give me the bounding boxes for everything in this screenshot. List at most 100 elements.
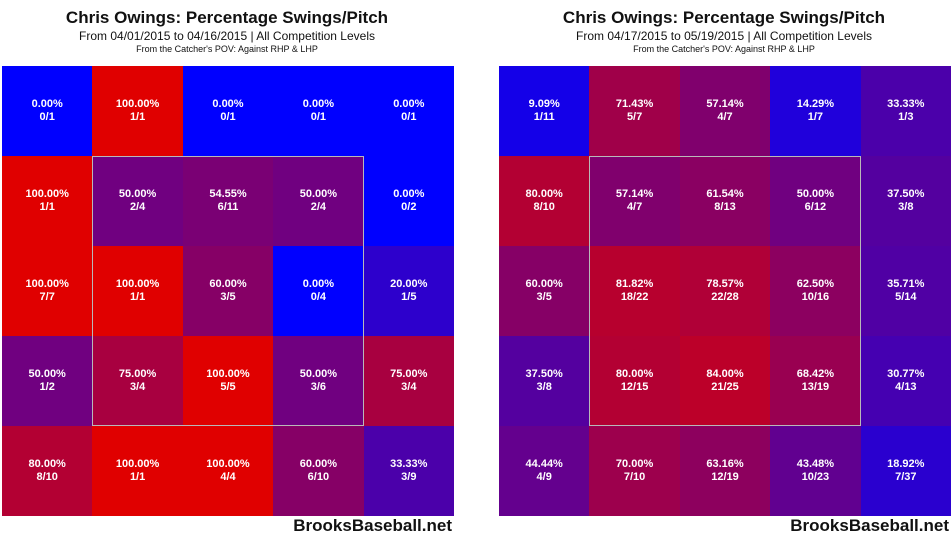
cell-count: 5/7 [626,111,643,123]
cell-count: 0/4 [310,291,327,303]
heatmap-cell: 63.16% 12/19 [679,426,771,516]
heatmap-cell: 50.00% 2/4 [273,156,364,246]
heatmap-cell: 0.00% 0/1 [2,66,93,156]
cell-percentage: 33.33% [887,98,925,110]
heatmap-cell: 0.00% 0/1 [182,66,274,156]
cell-count: 6/12 [804,201,827,213]
heatmap-cell: 44.44% 4/9 [499,426,590,516]
cell-percentage: 100.00% [115,98,160,110]
heatmap-cell: 71.43% 5/7 [589,66,680,156]
cell-percentage: 50.00% [118,188,157,200]
heatmap-cell: 80.00% 12/15 [589,336,680,426]
heatmap-cell: 62.50% 10/16 [770,246,861,336]
cell-count: 18/22 [620,291,649,303]
cell-percentage: 100.00% [206,368,250,380]
cell-percentage: 100.00% [25,188,69,200]
heatmap-cell: 80.00% 8/10 [499,156,590,246]
cell-percentage: 33.33% [390,458,428,470]
cell-percentage: 50.00% [28,368,66,380]
cell-percentage: 81.82% [615,278,654,290]
cell-percentage: 50.00% [299,368,338,380]
cell-count: 22/28 [711,291,739,303]
heatmap-cell: 100.00% 5/5 [182,336,274,426]
heatmap-cell: 50.00% 6/12 [770,156,861,246]
heatmap-cell: 54.55% 6/11 [182,156,274,246]
cell-count: 2/4 [129,201,146,213]
cell-percentage: 37.50% [887,188,925,200]
heatmap-cell: 100.00% 1/1 [92,426,183,516]
heatmap-cell: 75.00% 3/4 [363,336,454,426]
heatmap-plot: 9.09% 1/11 71.43% 5/7 57.14% 4/7 14.29% 1/7 33.3… [499,66,951,516]
heatmap-cell: 50.00% 3/6 [273,336,364,426]
cell-count: 1/11 [533,111,555,123]
cell-percentage: 14.29% [796,98,835,110]
cell-percentage: 75.00% [118,368,157,380]
heatmap-cell: 0.00% 0/4 [273,246,364,336]
cell-count: 3/8 [898,201,914,213]
heatmap-cell: 30.77% 4/13 [860,336,951,426]
cell-percentage: 0.00% [212,98,244,110]
cell-count: 3/9 [401,471,417,483]
cell-count: 3/5 [536,291,552,303]
cell-count: 7/10 [623,471,646,483]
cell-percentage: 78.57% [706,278,744,290]
heatmap-cell: 9.09% 1/11 [499,66,590,156]
cell-percentage: 62.50% [796,278,835,290]
chart-title: Chris Owings: Percentage Swings/Pitch [562,8,886,27]
cell-percentage: 100.00% [206,458,250,470]
cell-count: 1/3 [898,111,914,123]
cell-count: 1/1 [129,111,146,123]
heatmap-cell: 20.00% 1/5 [363,246,454,336]
cell-count: 6/10 [307,471,330,483]
cell-count: 4/7 [626,201,643,213]
cell-count: 4/13 [895,381,917,393]
cell-count: 4/4 [220,471,236,483]
cell-percentage: 84.00% [706,368,744,380]
heatmap-cell: 81.82% 18/22 [589,246,680,336]
cell-percentage: 57.14% [615,188,654,200]
heatmap-cell: 78.57% 22/28 [679,246,771,336]
cell-percentage: 63.16% [706,458,744,470]
heatmap-cell: 60.00% 3/5 [182,246,274,336]
heatmap-cell: 100.00% 4/4 [182,426,274,516]
cell-count: 8/10 [36,471,58,483]
cell-count: 1/1 [129,291,146,303]
cell-percentage: 30.77% [887,368,925,380]
heatmap-panel-right: Chris Owings: Percentage Swings/Pitch Fr… [497,0,951,537]
cell-percentage: 50.00% [299,188,338,200]
heatmap-cell: 0.00% 0/1 [363,66,454,156]
cell-percentage: 57.14% [706,98,744,110]
cell-percentage: 50.00% [796,188,835,200]
heatmap-cell: 75.00% 3/4 [92,336,183,426]
cell-count: 1/1 [129,471,146,483]
cell-count: 10/16 [801,291,830,303]
cell-count: 4/9 [536,471,552,483]
cell-percentage: 68.42% [796,368,835,380]
heatmap-cell: 61.54% 8/13 [679,156,771,246]
chart-subtitle: From 04/17/2015 to 05/19/2015 | All Comp… [576,29,872,43]
chart-title: Chris Owings: Percentage Swings/Pitch [65,8,389,27]
cell-count: 12/15 [620,381,649,393]
heatmap-panel-left: Chris Owings: Percentage Swings/Pitch Fr… [0,0,454,537]
heatmap-cell: 70.00% 7/10 [589,426,680,516]
cell-count: 3/4 [401,381,417,393]
heatmap-cell: 37.50% 3/8 [860,156,951,246]
heatmap-cell: 60.00% 6/10 [273,426,364,516]
heatmap-cell: 14.29% 1/7 [770,66,861,156]
cell-percentage: 0.00% [393,98,425,110]
heatmap-cell: 100.00% 1/1 [92,66,183,156]
heatmap-cell: 37.50% 3/8 [499,336,590,426]
cell-count: 0/1 [310,111,327,123]
cell-count: 2/4 [310,201,327,213]
heatmap-grid: 0.00% 0/1 100.00% 1/1 0.00% 0/1 0.00% 0/1 0.00% 0… [2,66,454,516]
heatmap-cell: 57.14% 4/7 [679,66,771,156]
cell-count: 3/8 [536,381,552,393]
cell-count: 3/6 [310,381,327,393]
cell-percentage: 0.00% [302,278,334,290]
cell-percentage: 18.92% [887,458,925,470]
cell-count: 1/7 [807,111,824,123]
cell-count: 3/4 [129,381,146,393]
cell-count: 1/2 [39,381,55,393]
heatmap-cell: 0.00% 0/2 [363,156,454,246]
cell-percentage: 80.00% [28,458,66,470]
